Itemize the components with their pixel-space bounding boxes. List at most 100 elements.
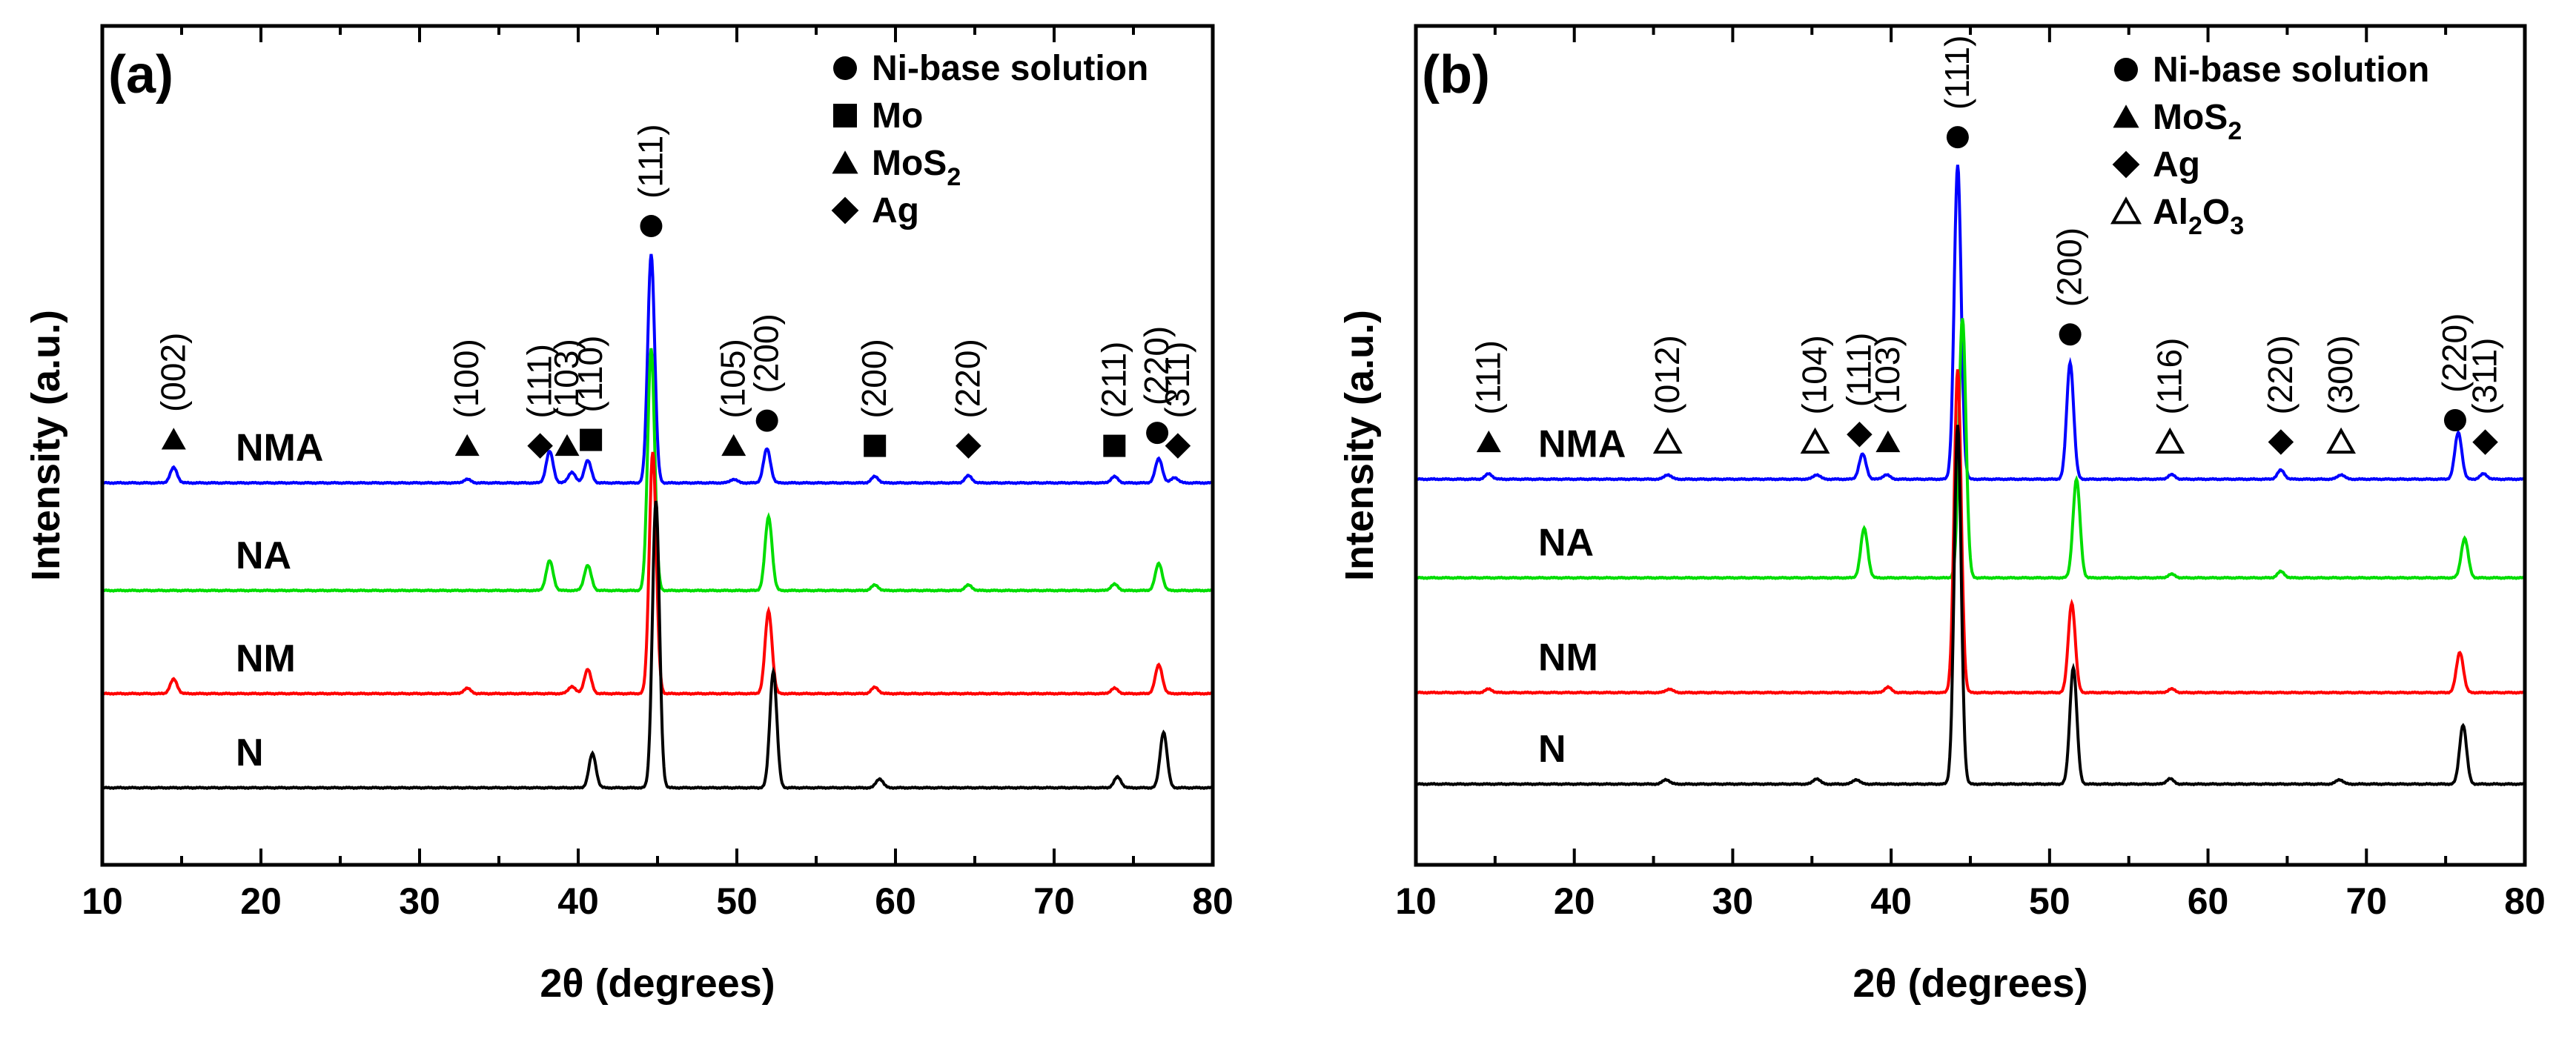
legend-text-part: Ag	[872, 191, 919, 230]
x-axis-title: 2θ (degrees)	[1852, 961, 2087, 1006]
peak-index-label: (211)	[1094, 342, 1133, 419]
peak-index-label: (300)	[2321, 335, 2360, 414]
peak-index-label: (104)	[1795, 335, 1834, 414]
peak-index-label: (311)	[2466, 338, 2504, 415]
sample-label-nma: NMA	[236, 427, 323, 470]
chart-panel-a: NMA NA NM N 10 20 30 40 50 60 70 80 2θ (degrees) Inte…	[24, 24, 1234, 1006]
peak-index-label: (103)	[547, 339, 586, 418]
legend-marker-triangle	[2113, 104, 2139, 128]
peak-marker-diamond	[956, 433, 981, 459]
peak-marker-circle	[2059, 323, 2082, 346]
peak-index-label: (111)	[631, 124, 669, 199]
peak-marker-diamond	[1847, 421, 1873, 448]
peak-index-label: (311)	[1158, 342, 1196, 419]
peak-marker-circle	[2443, 408, 2466, 431]
legend-entry: Mo	[872, 96, 923, 136]
x-tick-label: 50	[2029, 880, 2070, 922]
y-axis-title: Intensity (a.u.)	[24, 310, 68, 581]
series-line-n	[1415, 425, 2526, 787]
series-line-nm	[101, 451, 1213, 697]
legend-entry: Ni-base solution	[2153, 50, 2429, 90]
sample-label-nma: NMA	[1538, 423, 1626, 466]
peak-marker-diamond	[1165, 433, 1191, 459]
peak-index-label: (111)	[1938, 36, 1976, 110]
legend-text-part: Ni-base solution	[872, 49, 1148, 88]
sample-label-n: N	[236, 731, 264, 774]
peak-marker-circle	[1946, 126, 1969, 149]
legend-marker-diamond	[2112, 150, 2140, 179]
panel-label: (b)	[1422, 45, 1490, 104]
legend-subscript: 2	[2188, 212, 2202, 240]
legend-text-part: Ag	[2153, 145, 2200, 185]
sample-label-na: NA	[236, 534, 291, 577]
peak-marker-diamond	[527, 433, 553, 459]
series-line-nm	[1415, 369, 2526, 695]
sample-label-nm: NM	[236, 637, 296, 680]
legend-marker-triangle	[832, 150, 858, 174]
peak-marker-triangle	[1875, 430, 1901, 453]
peak-index-label: (111)	[1469, 340, 1507, 415]
x-tick-label: 10	[82, 880, 123, 922]
y-axis-title: Intensity (a.u.)	[1337, 310, 1382, 581]
peak-index-label: (100)	[447, 339, 486, 418]
legend-marker-open-triangle	[2110, 196, 2142, 225]
x-axis-title: 2θ (degrees)	[540, 961, 775, 1006]
legend-marker-circle	[833, 56, 857, 80]
sample-label-nm: NM	[1538, 637, 1598, 680]
legend-text-part: Al	[2153, 193, 2188, 232]
legend-marker-circle	[2114, 58, 2138, 82]
peak-marker-triangle	[1476, 430, 1501, 453]
legend-entry: MoS2	[2153, 98, 2242, 145]
x-tick-label: 30	[399, 880, 440, 922]
peak-index-label: (200)	[747, 313, 786, 393]
legend-entry: MoS2	[872, 144, 961, 191]
peak-index-label: (200)	[2050, 228, 2089, 307]
legend-marker-diamond	[831, 196, 859, 225]
x-tick-label: 70	[1033, 880, 1075, 922]
panel-label: (a)	[108, 45, 173, 104]
peak-index-label: (002)	[153, 333, 192, 412]
peak-index-label: (220)	[1137, 326, 1176, 405]
x-tick-label: 50	[716, 880, 758, 922]
legend-entry: Ag	[872, 191, 919, 230]
peak-marker-open-triangle	[2326, 427, 2357, 454]
peak-index-label: (220)	[2261, 335, 2299, 414]
peak-index-label: (200)	[855, 339, 893, 418]
x-tick-label: 40	[557, 880, 599, 922]
peak-index-label: (111)	[1839, 333, 1878, 408]
legend-subscript: 2	[2228, 117, 2242, 145]
peak-marker-circle	[755, 409, 778, 432]
legend-text-part: MoS	[2153, 98, 2228, 137]
peak-marker-triangle	[721, 434, 746, 457]
peak-marker-square	[864, 434, 887, 457]
peak-marker-square	[580, 428, 603, 451]
peak-index-label: (105)	[714, 339, 752, 418]
legend-text-part: MoS	[872, 144, 947, 183]
peak-marker-circle	[640, 215, 663, 238]
peak-marker-open-triangle	[1800, 427, 1830, 454]
x-tick-label: 80	[2504, 880, 2546, 922]
peak-index-label: (103)	[1868, 335, 1907, 414]
peak-marker-circle	[1146, 422, 1169, 445]
x-tick-label: 80	[1192, 880, 1234, 922]
peak-marker-open-triangle	[1652, 427, 1683, 454]
x-tick-label: 70	[2345, 880, 2387, 922]
peak-index-label: (012)	[1648, 335, 1686, 414]
series-line-n	[102, 500, 1213, 791]
sample-label-na: NA	[1538, 522, 1594, 565]
peak-marker-square	[1103, 434, 1126, 457]
sample-label-n: N	[1538, 728, 1566, 771]
series-line-na	[1415, 318, 2526, 580]
peak-marker-triangle	[454, 434, 480, 457]
legend-text-part: O	[2202, 193, 2230, 232]
peak-marker-diamond	[2268, 429, 2294, 455]
legend-entry: Ag	[2153, 145, 2200, 185]
legend-text-part: Mo	[872, 96, 923, 136]
x-tick-label: 10	[1395, 880, 1437, 922]
peak-index-label: (220)	[2435, 313, 2474, 393]
peak-marker-open-triangle	[2155, 427, 2185, 454]
x-tick-label: 30	[1712, 880, 1754, 922]
peak-index-label: (220)	[948, 339, 987, 418]
peak-marker-triangle	[161, 428, 186, 450]
